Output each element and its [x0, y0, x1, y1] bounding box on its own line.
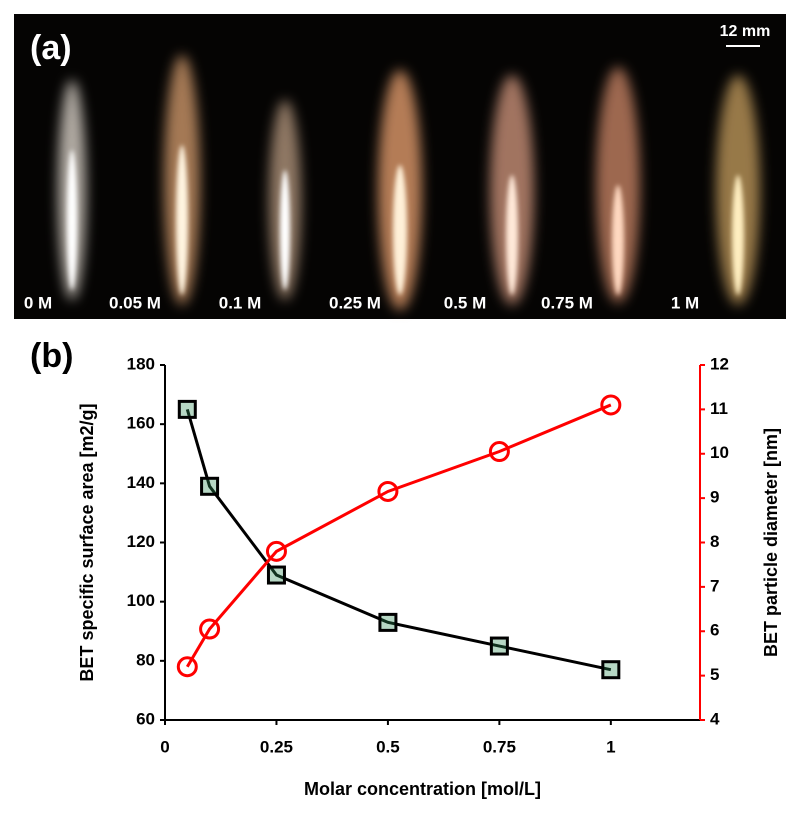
concentration-label: 0 M: [24, 293, 52, 312]
concentration-label: 0.25 M: [329, 293, 381, 312]
y2-tick-label: 6: [710, 621, 719, 640]
concentration-label: 0.1 M: [219, 293, 262, 312]
y2-tick-label: 11: [710, 399, 728, 418]
y2-tick-label: 10: [710, 443, 729, 462]
y2-tick-label: 12: [710, 354, 729, 373]
marker: [200, 476, 220, 496]
x-axis-label: Molar concentration [mol/L]: [304, 779, 541, 799]
flame-cores: [67, 145, 744, 295]
y-tick-label: 60: [136, 709, 155, 728]
y2-tick-label: 9: [710, 488, 719, 507]
marker: [378, 612, 398, 632]
y-tick-label: 80: [136, 650, 155, 669]
y-tick-label: 120: [127, 532, 155, 551]
y-axis-label: BET specific surface area [m2/g]: [77, 403, 97, 681]
x-tick-label: 0: [160, 737, 169, 756]
x-tick-label: 0.75: [483, 737, 516, 756]
y-tick-label: 180: [127, 354, 155, 373]
marker: [488, 441, 510, 463]
flame-photo: (a) 12 mm: [14, 14, 786, 319]
marker: [177, 399, 197, 419]
series-line: [185, 408, 612, 672]
x-tick-label: 0.5: [376, 737, 400, 756]
marker: [377, 480, 399, 502]
y-tick-label: 160: [127, 414, 155, 433]
concentration-label: 0.75 M: [541, 293, 593, 312]
y2-axis-label: BET particle diameter [nm]: [761, 428, 781, 657]
y-tick-label: 140: [127, 473, 155, 492]
marker: [199, 618, 221, 640]
panel-label: (a): [30, 29, 72, 67]
marker: [176, 656, 198, 678]
concentration-label: 1 M: [671, 293, 699, 312]
marker: [489, 636, 509, 656]
y2-tick-label: 7: [710, 576, 719, 595]
marker: [601, 660, 621, 680]
x-tick-label: 1: [606, 737, 615, 756]
y-tick-label: 100: [127, 591, 155, 610]
concentration-labels: 0 M 0.05 M 0.1 M 0.25 M 0.5 M 0.75 M 1 M: [24, 293, 699, 312]
marker: [600, 394, 622, 416]
scale-bar-label: 12 mm: [720, 23, 771, 40]
series-line: [186, 403, 612, 668]
x-tick-label: 0.25: [260, 737, 293, 756]
concentration-label: 0.5 M: [444, 293, 487, 312]
panel-label: (b): [30, 337, 73, 375]
marker: [265, 540, 287, 562]
y2-tick-label: 8: [710, 532, 719, 551]
y2-tick-label: 4: [710, 709, 720, 728]
y2-tick-label: 5: [710, 665, 719, 684]
concentration-label: 0.05 M: [109, 293, 161, 312]
marker: [266, 565, 286, 585]
